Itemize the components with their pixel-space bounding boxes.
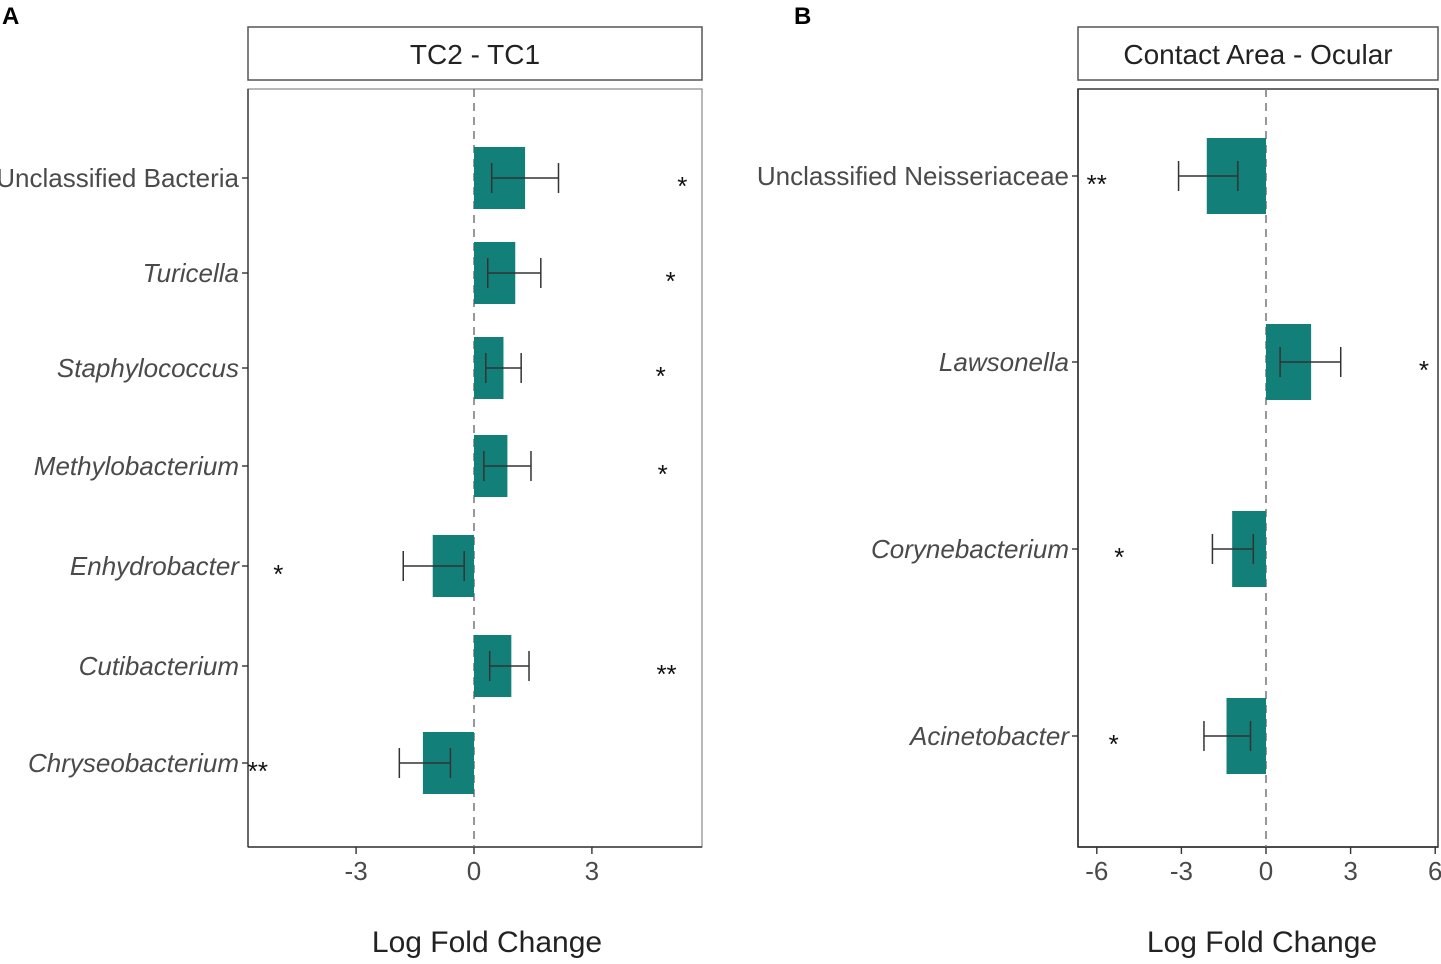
panel-a-x-tick-label-0: -3 — [345, 856, 368, 886]
panel-a-category-label-3: Methylobacterium — [34, 451, 239, 481]
panel-a-title: TC2 - TC1 — [410, 39, 540, 70]
panel-b-x-tick-label-2: 0 — [1259, 856, 1273, 886]
panel-b-significance-2: * — [1114, 542, 1124, 572]
panel-a-significance-6: ** — [248, 756, 268, 786]
panel-a-significance-5: ** — [656, 659, 676, 689]
panel-a-category-label-6: Chryseobacterium — [28, 748, 239, 778]
panel-b-x-tick-label-1: -3 — [1170, 856, 1193, 886]
panel-a-significance-4: * — [273, 559, 283, 589]
panel-b-category-label-2: Corynebacterium — [871, 534, 1069, 564]
panel-a-category-label-4: Enhydrobacter — [70, 551, 240, 581]
panel-a-significance-3: * — [658, 459, 668, 489]
panel-b-x-tick-label-4: 6 — [1428, 856, 1441, 886]
panel-b-significance-0: ** — [1087, 169, 1107, 199]
panel-a-significance-1: * — [665, 266, 675, 296]
panel-a: A TC2 - TC1 -3 0 3 Log Fold Change Unclassifie… — [0, 3, 703, 959]
panel-b-letter: B — [794, 3, 811, 30]
panel-a-x-axis-title: Log Fold Change — [372, 926, 602, 959]
panel-a-category-label-1: Turicella — [143, 258, 239, 288]
panel-b-significance-3: * — [1109, 729, 1119, 759]
panel-b-x-tick-label-3: 3 — [1343, 856, 1357, 886]
panel-a-category-label-5: Cutibacterium — [79, 651, 239, 681]
panel-a-x-tick-label-1: 0 — [467, 856, 481, 886]
panel-b-category-label-3: Acinetobacter — [908, 721, 1070, 751]
panel-a-category-label-2: Staphylococcus — [57, 353, 239, 383]
panel-a-title-strip — [247, 26, 703, 81]
panel-a-significance-2: * — [656, 361, 666, 391]
panel-b-title: Contact Area - Ocular — [1123, 39, 1392, 70]
panel-b-x-tick-label-0: -6 — [1085, 856, 1108, 886]
panel-a-significance-0: * — [677, 171, 687, 201]
panel-a-category-label-0: Unclassified Bacteria — [0, 163, 240, 193]
panel-b-x-axis-title: Log Fold Change — [1147, 926, 1377, 959]
panel-b-category-label-0: Unclassified Neisseriaceae — [757, 161, 1069, 191]
panel-a-x-tick-label-2: 3 — [585, 856, 599, 886]
panel-a-letter: A — [2, 3, 19, 30]
panel-b-significance-1: * — [1419, 355, 1429, 385]
panel-b-title-strip — [1077, 26, 1439, 81]
panel-b: B Contact Area - Ocular -6 -3 0 3 6 Log Fold Ch… — [757, 3, 1441, 959]
panel-b-category-label-1: Lawsonella — [939, 347, 1069, 377]
